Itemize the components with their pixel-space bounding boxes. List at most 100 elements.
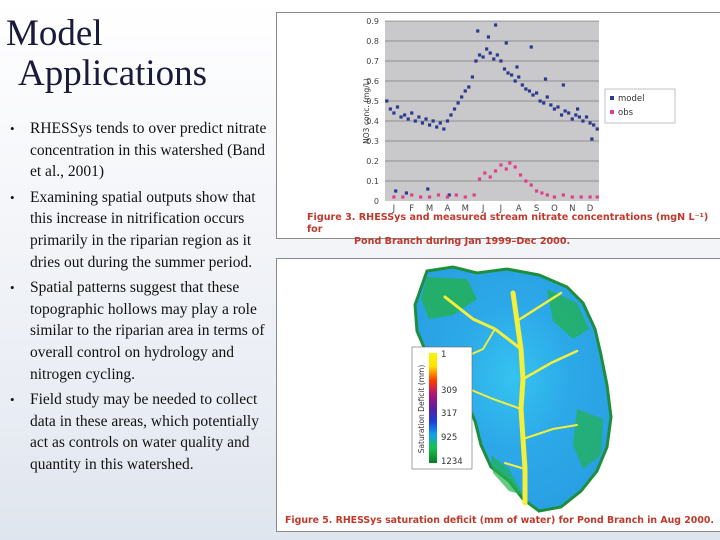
x-tick-label: N xyxy=(569,204,575,213)
x-tick-label: J xyxy=(392,204,396,213)
data-point-obs xyxy=(524,179,528,183)
data-point-obs xyxy=(595,195,599,199)
data-point-obs xyxy=(392,195,396,199)
data-point-model xyxy=(427,123,432,127)
x-tick-label: M xyxy=(462,204,469,213)
data-point-model xyxy=(499,59,503,63)
bullet-list: RHESSys tends to over predict nitrate co… xyxy=(8,118,270,480)
colorbar-value-5: 1234 xyxy=(441,457,463,467)
x-tick-label: F xyxy=(409,204,414,213)
y-tick-label: 0.6 xyxy=(366,77,379,86)
x-tick-label: J xyxy=(481,204,485,213)
upland-green-patch xyxy=(547,289,589,339)
data-point-obs xyxy=(472,193,476,197)
data-point-model xyxy=(534,91,539,95)
data-point-obs xyxy=(529,183,533,187)
data-point-model xyxy=(549,103,553,107)
data-point-model xyxy=(559,113,564,117)
x-tick-label: M xyxy=(426,204,433,213)
data-point-model xyxy=(563,109,567,113)
bullet-item-2: Examining spatial outputs show that this… xyxy=(8,187,270,273)
data-point-model xyxy=(417,115,421,119)
data-point-model xyxy=(413,119,417,123)
data-point-model xyxy=(474,59,478,63)
riparian-stream-network xyxy=(443,290,579,506)
x-tick-label: A xyxy=(445,204,451,213)
data-point-model xyxy=(410,111,414,115)
data-point-model xyxy=(504,41,508,45)
data-point-obs xyxy=(401,195,405,199)
figure-5-caption: Figure 5. RHESSys saturation deficit (mm… xyxy=(285,515,714,526)
data-point-model xyxy=(545,95,549,99)
bullet-item-1: RHESSys tends to over predict nitrate co… xyxy=(8,118,270,183)
data-point-obs xyxy=(534,189,539,193)
data-point-model xyxy=(476,29,480,33)
colorbar-legend-box xyxy=(411,346,473,470)
y-tick-label: 0.2 xyxy=(366,157,379,166)
figure-3-caption-line-1: Figure 3. RHESSys and measured stream ni… xyxy=(307,212,709,235)
data-point-model xyxy=(588,121,592,125)
data-point-model xyxy=(442,127,446,131)
data-point-obs xyxy=(561,193,565,197)
upland-green-patch xyxy=(491,455,523,495)
data-point-obs xyxy=(579,195,583,199)
colorbar-title: Saturation Deficit (mm) xyxy=(417,365,426,454)
bullet-item-3: Spatial patterns suggest that these topo… xyxy=(8,277,270,385)
data-point-model xyxy=(577,115,581,119)
data-point-obs xyxy=(588,195,592,199)
data-point-model xyxy=(452,107,457,111)
x-tick-label: O xyxy=(551,204,558,213)
title-line-1: Model xyxy=(6,13,103,54)
data-point-model xyxy=(463,89,467,93)
y-tick-label: 0.9 xyxy=(366,17,379,26)
data-point-model xyxy=(595,127,599,131)
data-point-obs xyxy=(508,161,512,165)
data-point-obs xyxy=(493,169,498,173)
data-point-obs xyxy=(419,195,423,199)
data-point-model xyxy=(435,125,439,129)
data-point-model xyxy=(581,119,585,123)
data-point-model xyxy=(590,137,594,141)
data-point-model xyxy=(556,105,560,109)
data-point-model xyxy=(420,121,425,125)
legend-marker-model xyxy=(610,96,614,100)
title-line-2: Applications xyxy=(18,53,208,94)
y-tick-label: 0 xyxy=(374,197,379,206)
data-point-model xyxy=(394,189,398,193)
data-point-obs xyxy=(463,195,467,199)
data-point-model xyxy=(502,67,507,71)
data-point-obs xyxy=(445,195,450,199)
data-point-model xyxy=(385,99,389,103)
data-point-obs xyxy=(552,195,557,199)
data-point-obs xyxy=(454,193,458,197)
data-point-model xyxy=(531,93,535,97)
data-point-model xyxy=(592,123,596,127)
data-point-model xyxy=(524,87,528,91)
data-point-obs xyxy=(499,163,503,167)
data-point-model xyxy=(576,107,580,111)
legend-box xyxy=(604,88,676,124)
data-point-model xyxy=(517,75,521,79)
data-point-model xyxy=(513,79,517,83)
data-point-model xyxy=(481,55,485,59)
data-point-model xyxy=(470,75,474,79)
data-point-model xyxy=(570,117,574,121)
data-point-model xyxy=(543,77,548,81)
data-point-obs xyxy=(488,175,492,179)
data-point-model xyxy=(395,105,400,109)
saturation-deficit-map: Saturation Deficit (mm) 1 309 317 925 12… xyxy=(411,265,613,513)
plot-background xyxy=(385,21,599,201)
data-point-model xyxy=(493,23,498,27)
data-point-model xyxy=(567,111,571,115)
data-point-model xyxy=(447,193,451,197)
data-point-model xyxy=(492,57,496,61)
data-point-model xyxy=(584,115,589,119)
x-tick-label: A xyxy=(516,204,522,213)
data-point-model xyxy=(403,113,407,117)
upland-green-patch xyxy=(573,409,603,469)
data-point-model xyxy=(467,85,471,89)
colorbar-value-1: 1 xyxy=(441,350,446,360)
data-point-model xyxy=(574,113,578,117)
data-point-model xyxy=(538,99,542,103)
data-point-model xyxy=(449,113,453,117)
